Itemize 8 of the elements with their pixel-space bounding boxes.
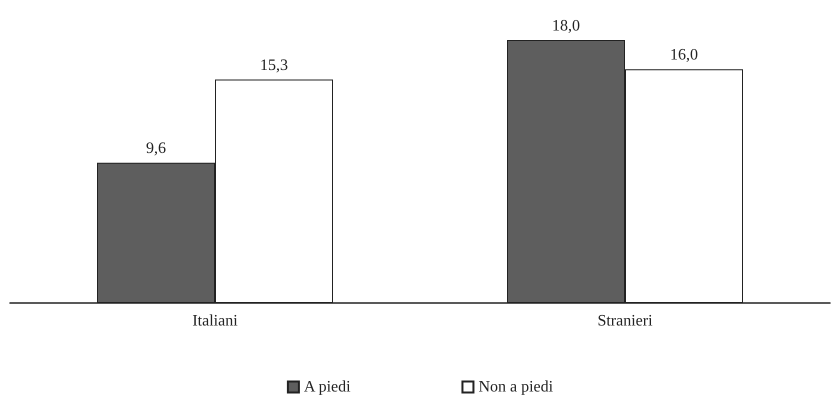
x-tick-label: Italiani bbox=[192, 312, 238, 330]
x-tick-label: Stranieri bbox=[597, 312, 654, 330]
data-label: 15,3 bbox=[260, 56, 288, 74]
data-label: 9,6 bbox=[146, 140, 166, 158]
data-label: 16,0 bbox=[670, 46, 698, 64]
legend-label: A piedi bbox=[304, 378, 352, 396]
data-label: 18,0 bbox=[552, 18, 580, 34]
legend-label: Non a piedi bbox=[478, 378, 554, 396]
